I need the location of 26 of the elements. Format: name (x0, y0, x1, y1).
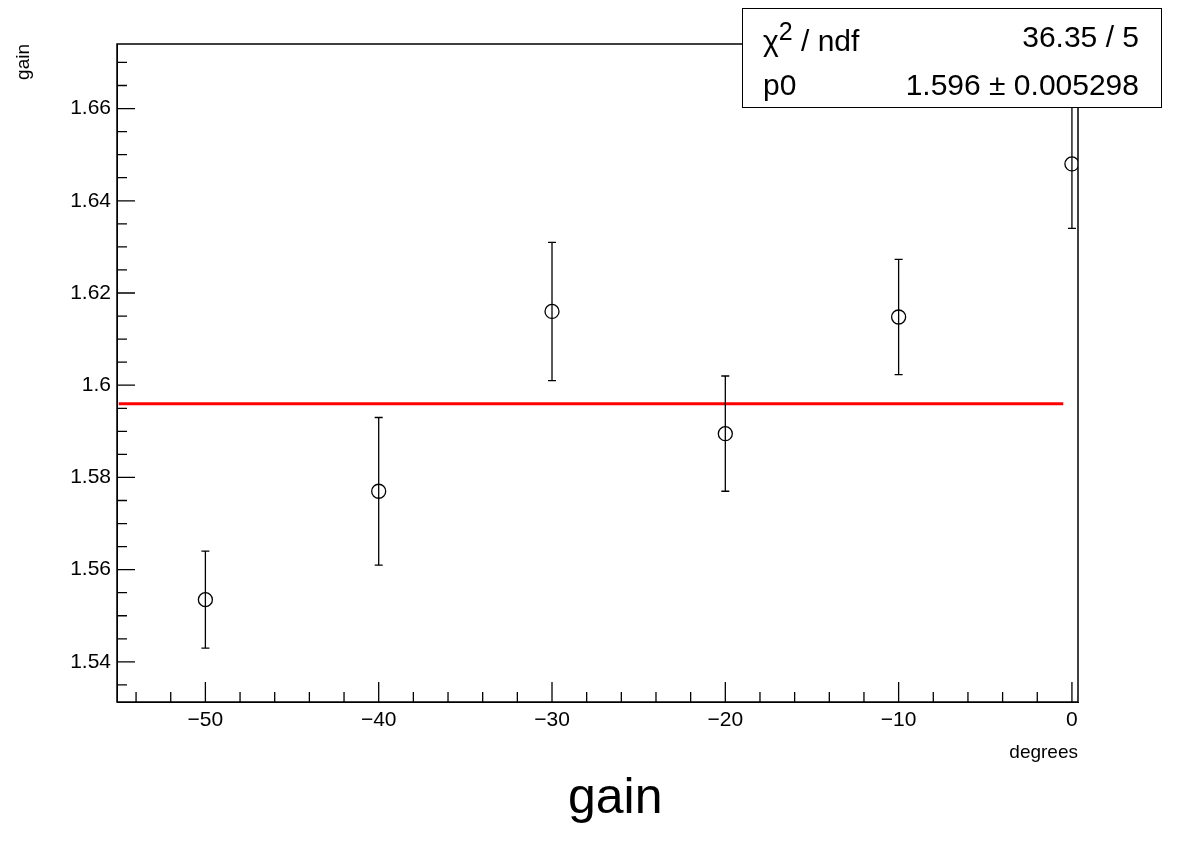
y-axis-title: gain (11, 44, 33, 80)
y-tick-label: 1.66 (70, 95, 111, 119)
text: gain (568, 767, 663, 826)
x-tick-label: −30 (534, 707, 570, 731)
point (890, 309, 907, 325)
y-tick-label: 1.54 (70, 648, 112, 672)
y-tick-label: 1.6 (81, 372, 111, 396)
y-tick-label: 1.58 (70, 464, 111, 488)
point (197, 591, 214, 608)
y-tick-label: 1.56 (70, 556, 111, 580)
point (544, 303, 560, 320)
annotation: χ$^{2}$ / ndf (763, 16, 860, 58)
point (371, 483, 387, 499)
y-tick-label: 1.64 (70, 187, 112, 211)
x-axis-title: degrees (1009, 740, 1078, 762)
annotation: p0 (763, 68, 797, 102)
annotation: 36.35 / 5 (1022, 20, 1139, 54)
x-tick-label: −10 (880, 707, 917, 731)
x-tick-label: −40 (360, 707, 397, 731)
x-tick-label: 0 (1066, 707, 1078, 731)
y-tick-label: 1.62 (70, 279, 111, 303)
point (717, 425, 733, 442)
x-tick-label: −20 (707, 707, 744, 731)
x-tick-label: −50 (187, 707, 224, 731)
point (1064, 156, 1078, 172)
annotation: 1.596 ± 0.005298 (905, 68, 1139, 102)
